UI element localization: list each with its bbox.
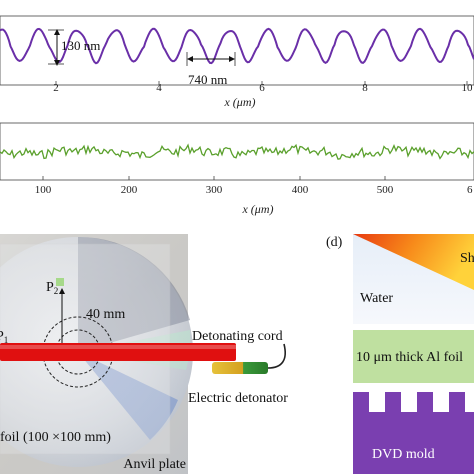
- mid-profile-panel: 100 200 300 400 500 6 x (μm): [0, 122, 474, 216]
- depth-arrow-head-up: [54, 29, 60, 35]
- panel-c: 40 mm P2 P1 Detonating cord Electric det…: [0, 234, 288, 474]
- mid-axis-ticks: 100 200 300 400 500: [35, 176, 394, 196]
- period-label: 740 nm: [188, 72, 227, 87]
- mid-partial-tick: 6: [467, 184, 473, 196]
- period-arrow-head-right: [229, 56, 235, 62]
- electric-detonator: [212, 362, 268, 374]
- top-axis-ticks: 2 4 6 8 10: [53, 81, 473, 94]
- cord-label: Detonating cord: [192, 329, 283, 344]
- mid-x-axis-title: x (μm): [241, 202, 273, 216]
- water-label: Water: [360, 291, 393, 306]
- al-foil-label: 10 μm thick Al foil: [356, 350, 463, 365]
- distance-arrow-head-up: [59, 288, 65, 294]
- top-tick-label: 6: [259, 82, 265, 94]
- detonator-wire: [267, 343, 286, 369]
- mid-tick-label: 500: [377, 184, 394, 196]
- mid-profile-curve: [0, 143, 474, 160]
- al-foil-layer: [353, 330, 474, 383]
- dvd-mold-label: DVD mold: [372, 447, 435, 462]
- depth-label: 130 nm: [61, 38, 100, 53]
- detonator-label: Electric detonator: [188, 391, 288, 406]
- foil-size-label: foil (100 ×100 mm): [0, 430, 111, 445]
- panel-d-label: (d): [326, 235, 343, 250]
- dvd-mold: [353, 392, 474, 474]
- panel-d: (d) Sh Water 10 μm thick Al foil DVD mol…: [326, 234, 474, 474]
- detonating-cord: [0, 343, 236, 361]
- top-profile-curve: [0, 27, 474, 65]
- top-tick-label: 4: [156, 82, 162, 94]
- depth-arrow-head-down: [54, 60, 60, 66]
- shock-wave: [353, 234, 474, 290]
- mid-tick-label: 100: [35, 184, 52, 196]
- mid-tick-label: 400: [292, 184, 309, 196]
- mid-tick-label: 200: [121, 184, 138, 196]
- top-tick-label: 10: [462, 82, 474, 94]
- p1-label: P1: [0, 329, 8, 345]
- top-profile-frame: [0, 15, 474, 86]
- anvil-label: Anvil plate: [123, 457, 186, 472]
- mid-tick-label: 300: [206, 184, 223, 196]
- p2-label: P2: [46, 280, 58, 296]
- period-arrow-head-left: [187, 56, 193, 62]
- top-tick-label: 8: [362, 82, 368, 94]
- distance-label: 40 mm: [86, 307, 125, 322]
- mid-profile-frame: [0, 122, 474, 181]
- top-tick-label: 2: [53, 82, 59, 94]
- top-x-axis-title: x (μm): [223, 95, 255, 109]
- p2-marker: [56, 278, 64, 286]
- shock-label: Sh: [460, 251, 474, 266]
- top-profile-panel: 130 nm 740 nm 2 4 6 8 10 x (μm): [0, 15, 474, 109]
